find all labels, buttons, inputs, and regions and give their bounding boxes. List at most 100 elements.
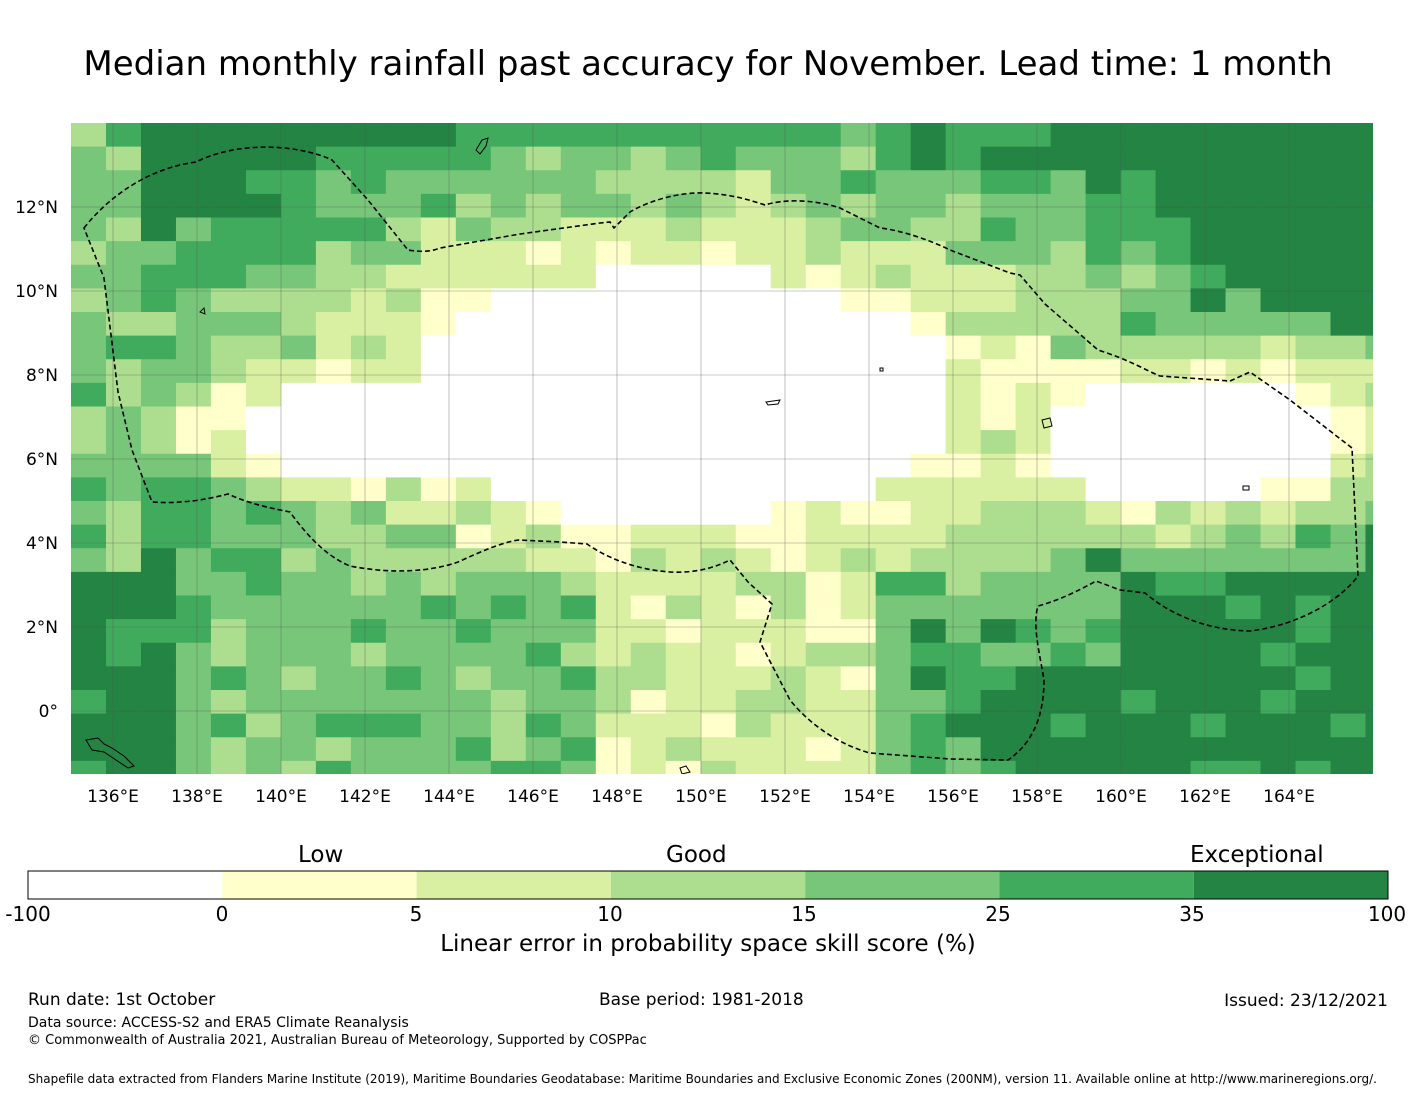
grid-cell <box>71 760 107 774</box>
grid-cell <box>280 359 317 384</box>
grid-cell <box>770 217 807 242</box>
grid-cell <box>1050 595 1087 620</box>
grid-cell <box>770 146 807 171</box>
grid-cell <box>105 737 142 762</box>
grid-cell <box>1050 312 1087 337</box>
grid-cell <box>735 501 772 526</box>
grid-cell <box>1120 477 1157 502</box>
grid-cell <box>805 170 842 195</box>
grid-cell <box>770 595 807 620</box>
grid-cell <box>71 123 107 148</box>
grid-cell <box>1330 335 1366 360</box>
grid-cell <box>840 193 877 218</box>
grid-cell <box>945 571 982 596</box>
grid-cell <box>1050 690 1087 715</box>
grid-cell <box>875 571 912 596</box>
grid-cell <box>350 760 387 774</box>
grid-cell <box>525 690 562 715</box>
grid-cell <box>735 430 772 455</box>
grid-cell <box>1190 241 1227 266</box>
grid-cell <box>1155 713 1192 738</box>
grid-cell <box>175 548 212 573</box>
grid-cell <box>1295 760 1331 774</box>
latitude-label: 4°N <box>26 534 58 554</box>
grid-cell <box>770 619 807 644</box>
grid-cell <box>245 477 282 502</box>
grid-cell <box>1190 619 1227 644</box>
grid-cell <box>595 123 632 148</box>
grid-cell <box>840 335 877 360</box>
grid-cell <box>630 335 667 360</box>
grid-cell <box>665 690 702 715</box>
grid-cell <box>140 146 177 171</box>
grid-cell <box>840 312 877 337</box>
grid-cell <box>420 335 457 360</box>
grid-cell <box>1050 193 1087 218</box>
grid-cell <box>1260 406 1297 431</box>
grid-cell <box>945 335 982 360</box>
grid-cell <box>735 146 772 171</box>
grid-cell <box>1190 217 1227 242</box>
grid-cell <box>945 690 982 715</box>
grid-cell <box>1190 737 1227 762</box>
grid-cell <box>665 713 702 738</box>
grid-cell <box>735 477 772 502</box>
grid-cell <box>945 642 982 667</box>
grid-cell <box>910 288 947 313</box>
grid-cell <box>630 713 667 738</box>
grid-cell <box>805 524 842 549</box>
grid-cell <box>1330 241 1366 266</box>
grid-cell <box>1225 430 1262 455</box>
grid-cell <box>1085 123 1122 148</box>
grid-cell <box>1365 453 1373 478</box>
grid-cell <box>980 406 1017 431</box>
grid-cell <box>1120 123 1157 148</box>
grid-cell <box>630 477 667 502</box>
copyright: © Commonwealth of Australia 2021, Austra… <box>28 1033 647 1048</box>
grid-cell <box>1120 524 1157 549</box>
grid-cell <box>1120 217 1157 242</box>
grid-cell <box>1015 666 1052 691</box>
grid-cell <box>1260 241 1297 266</box>
grid-cell <box>1365 170 1373 195</box>
grid-cell <box>665 477 702 502</box>
grid-cell <box>71 713 107 738</box>
grid-cell <box>525 146 562 171</box>
grid-cell <box>945 217 982 242</box>
grid-cell <box>980 619 1017 644</box>
grid-cell <box>560 666 597 691</box>
grid-cell <box>245 170 282 195</box>
grid-cell <box>280 524 317 549</box>
grid-cell <box>1120 642 1157 667</box>
grid-cell <box>840 430 877 455</box>
grid-cell <box>910 760 947 774</box>
grid-cell <box>1015 170 1052 195</box>
grid-cell <box>945 430 982 455</box>
grid-cell <box>210 760 247 774</box>
skill-grid <box>71 123 1373 774</box>
grid-cell <box>1365 359 1373 384</box>
grid-cell <box>140 737 177 762</box>
grid-cell <box>665 501 702 526</box>
grid-cell <box>280 241 317 266</box>
grid-cell <box>280 382 317 407</box>
grid-cell <box>245 430 282 455</box>
grid-cell <box>420 193 457 218</box>
grid-cell <box>875 501 912 526</box>
grid-cell <box>700 690 737 715</box>
grid-cell <box>455 760 492 774</box>
grid-cell <box>1155 288 1192 313</box>
grid-cell <box>280 477 317 502</box>
grid-cell <box>1050 217 1087 242</box>
grid-cell <box>245 453 282 478</box>
longitude-label: 160°E <box>1095 787 1147 807</box>
grid-cell <box>1330 359 1366 384</box>
grid-cell <box>980 760 1017 774</box>
grid-cell <box>1015 146 1052 171</box>
grid-cell <box>1050 430 1087 455</box>
grid-cell <box>630 453 667 478</box>
grid-cell <box>700 453 737 478</box>
grid-cell <box>1155 382 1192 407</box>
grid-cell <box>700 312 737 337</box>
colorbar-label-exceptional: Exceptional <box>1190 842 1324 868</box>
